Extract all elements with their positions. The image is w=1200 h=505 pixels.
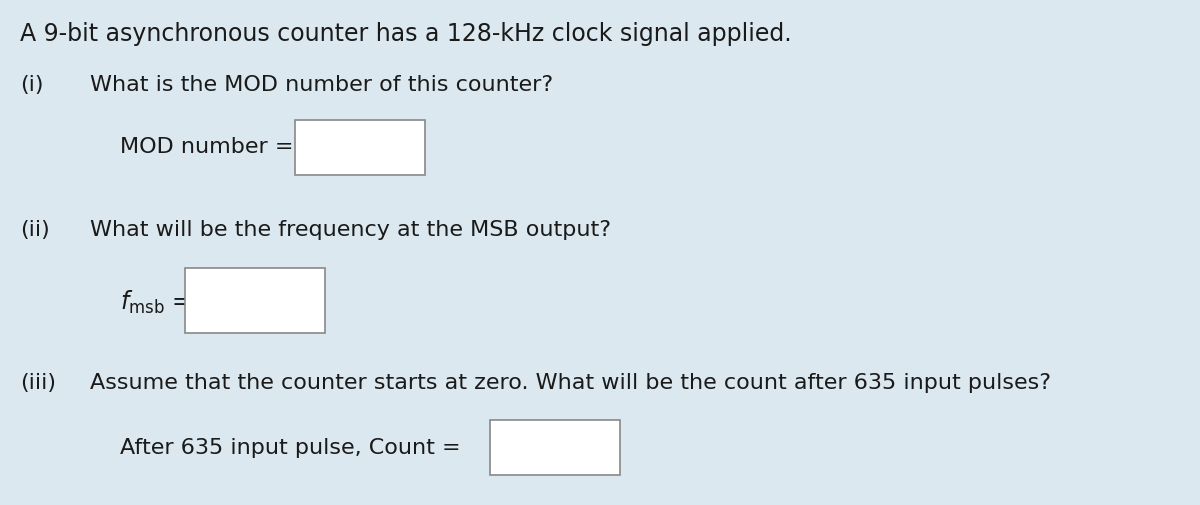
- Text: After 635 input pulse, Count =: After 635 input pulse, Count =: [120, 438, 461, 458]
- Text: A 9-bit asynchronous counter has a 128-kHz clock signal applied.: A 9-bit asynchronous counter has a 128-k…: [20, 22, 792, 46]
- Text: What is the MOD number of this counter?: What is the MOD number of this counter?: [90, 75, 553, 95]
- Text: (ii): (ii): [20, 220, 49, 240]
- Text: Assume that the counter starts at zero. What will be the count after 635 input p: Assume that the counter starts at zero. …: [90, 373, 1051, 393]
- Text: (i): (i): [20, 75, 43, 95]
- Text: $f_{\mathrm{msb}}$ =: $f_{\mathrm{msb}}$ =: [120, 288, 191, 316]
- Text: What will be the frequency at the MSB output?: What will be the frequency at the MSB ou…: [90, 220, 611, 240]
- Text: MOD number =: MOD number =: [120, 137, 294, 157]
- Text: (iii): (iii): [20, 373, 56, 393]
- Bar: [185, 268, 325, 333]
- Bar: [295, 120, 425, 175]
- Bar: [490, 420, 620, 475]
